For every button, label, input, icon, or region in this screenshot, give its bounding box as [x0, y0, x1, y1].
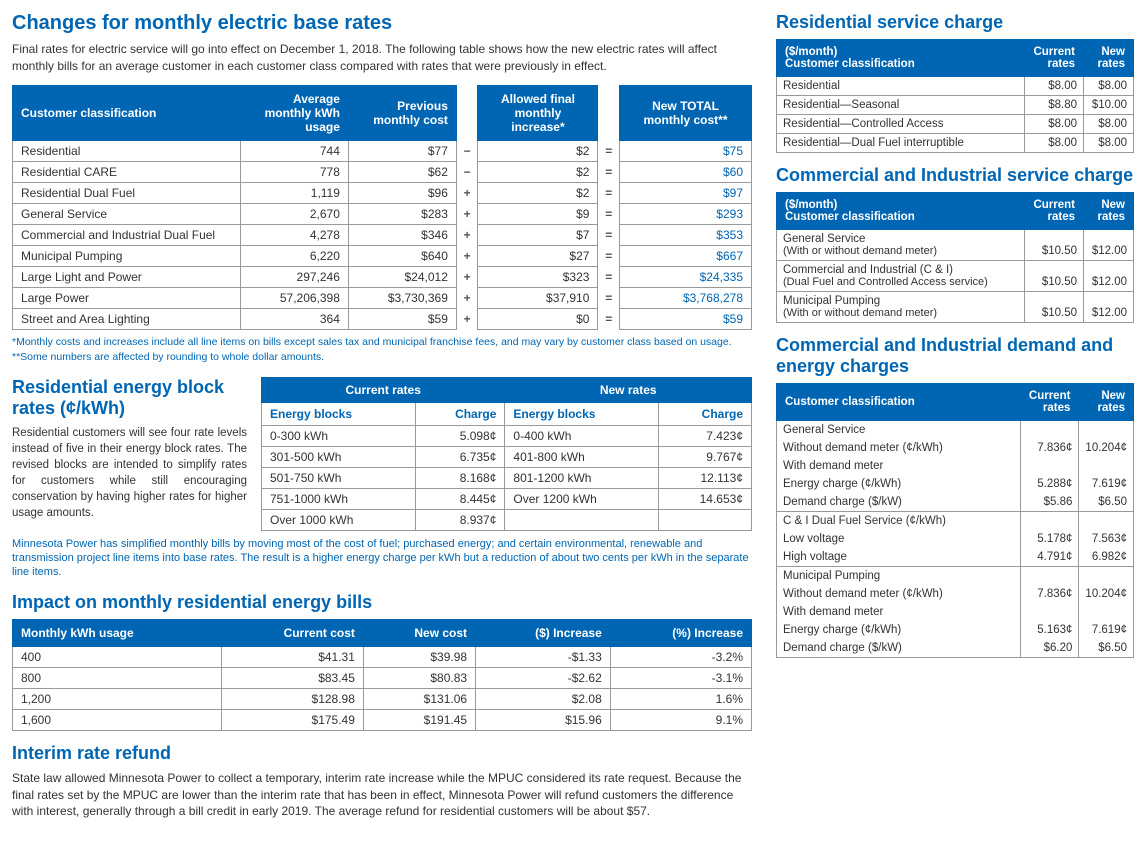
table-group-row: Municipal Pumping — [777, 567, 1134, 586]
page-container: Changes for monthly electric base rates … — [12, 12, 1134, 828]
table-row: Residential—Dual Fuel interruptible$8.00… — [777, 134, 1134, 153]
table-row: Residential744$77−$2=$75 — [13, 140, 752, 161]
table-row: Municipal Pumping(With or without demand… — [777, 292, 1134, 323]
new-rates-head: New rates — [505, 377, 752, 402]
intro-paragraph: Final rates for electric service will go… — [12, 41, 752, 75]
table-row: Residential—Controlled Access$8.00$8.00 — [777, 115, 1134, 134]
table-row: 301-500 kWh6.735¢401-800 kWh9.767¢ — [262, 446, 752, 467]
heading-block-rates: Residential energy block rates (¢/kWh) — [12, 377, 247, 419]
demand-col-class: Customer classification — [777, 384, 1021, 421]
col-current-cost: Current cost — [221, 619, 363, 646]
table-row: Low voltage5.178¢7.563¢ — [777, 530, 1134, 548]
main-rates-table: Customer classification Average monthly … — [12, 85, 752, 330]
table-row: Without demand meter (¢/kWh)7.836¢10.204… — [777, 585, 1134, 603]
demand-charges-table: Customer classification Current rates Ne… — [776, 383, 1134, 658]
block-rates-table: Current rates New rates Energy blocks Ch… — [261, 377, 752, 531]
demand-col-current: Current rates — [1020, 384, 1079, 421]
table-group-row: C & I Dual Fuel Service (¢/kWh) — [777, 512, 1134, 531]
col-avg-usage: Average monthly kWh usage — [240, 85, 348, 140]
table-row: Energy charge (¢/kWh)5.163¢7.619¢ — [777, 621, 1134, 639]
col-charge-new: Charge — [659, 402, 752, 425]
table-row: Commercial and Industrial Dual Fuel4,278… — [13, 224, 752, 245]
table-row: 400$41.31$39.98-$1.33-3.2% — [13, 646, 752, 667]
table-row: 800$83.45$80.83-$2.62-3.1% — [13, 667, 752, 688]
refund-paragraph: State law allowed Minnesota Power to col… — [12, 770, 752, 820]
table-row: With demand meter — [777, 457, 1134, 475]
ci-col-class: ($/month)Customer classification — [777, 193, 1025, 230]
right-column: Residential service charge ($/month)Cust… — [776, 12, 1134, 828]
col-increase: Allowed final monthly increase* — [478, 85, 598, 140]
table-row: 1,200$128.98$131.06$2.081.6% — [13, 688, 752, 709]
col-new-total: New TOTAL monthly cost** — [620, 85, 752, 140]
table-row: Residential$8.00$8.00 — [777, 77, 1134, 96]
table-row: 0-300 kWh5.098¢0-400 kWh7.423¢ — [262, 425, 752, 446]
ci-charge-table: ($/month)Customer classification Current… — [776, 192, 1134, 323]
footnote-2: **Some numbers are affected by rounding … — [12, 351, 752, 365]
col-new-cost: New cost — [363, 619, 475, 646]
table-row: Over 1000 kWh8.937¢ — [262, 509, 752, 530]
table-row: Residential Dual Fuel1,119$96+$2=$97 — [13, 182, 752, 203]
res-col-class: ($/month)Customer classification — [777, 40, 1025, 77]
col-charge-cur: Charge — [415, 402, 504, 425]
left-column: Changes for monthly electric base rates … — [12, 12, 752, 828]
current-rates-head: Current rates — [262, 377, 505, 402]
col-prev-cost: Previous monthly cost — [348, 85, 456, 140]
table-group-row: General Service — [777, 421, 1134, 440]
heading-ci-charge: Commercial and Industrial service charge — [776, 165, 1134, 186]
heading-impact: Impact on monthly residential energy bil… — [12, 592, 752, 613]
col-pct-increase: (%) Increase — [610, 619, 751, 646]
table-row: General Service(With or without demand m… — [777, 230, 1134, 261]
col-energy-blocks-cur: Energy blocks — [262, 402, 416, 425]
table-row: 501-750 kWh8.168¢801-1200 kWh12.113¢ — [262, 467, 752, 488]
heading-demand-charges: Commercial and Industrial demand and ene… — [776, 335, 1134, 377]
table-row: Large Light and Power297,246$24,012+$323… — [13, 266, 752, 287]
col-classification: Customer classification — [13, 85, 241, 140]
table-row: Energy charge (¢/kWh)5.288¢7.619¢ — [777, 475, 1134, 493]
impact-table: Monthly kWh usage Current cost New cost … — [12, 619, 752, 731]
col-monthly-usage: Monthly kWh usage — [13, 619, 222, 646]
table-row: With demand meter — [777, 603, 1134, 621]
table-row: Without demand meter (¢/kWh)7.836¢10.204… — [777, 439, 1134, 457]
ci-col-new: New rates — [1084, 193, 1134, 230]
block-rates-paragraph: Residential customers will see four rate… — [12, 425, 247, 522]
table-row: Demand charge ($/kW)$6.20$6.50 — [777, 639, 1134, 658]
table-row: Large Power57,206,398$3,730,369+$37,910=… — [13, 287, 752, 308]
ci-col-current: Current rates — [1025, 193, 1084, 230]
heading-changes: Changes for monthly electric base rates — [12, 12, 752, 35]
footnote-1: *Monthly costs and increases include all… — [12, 336, 752, 350]
table-row: General Service2,670$283+$9=$293 — [13, 203, 752, 224]
heading-refund: Interim rate refund — [12, 743, 752, 764]
heading-residential-charge: Residential service charge — [776, 12, 1134, 33]
table-row: 751-1000 kWh8.445¢Over 1200 kWh14.653¢ — [262, 488, 752, 509]
table-row: 1,600$175.49$191.45$15.969.1% — [13, 709, 752, 730]
demand-col-new: New rates — [1079, 384, 1134, 421]
table-row: Residential—Seasonal$8.80$10.00 — [777, 96, 1134, 115]
block-note: Minnesota Power has simplified monthly b… — [12, 537, 752, 580]
table-row: Demand charge ($/kW)$5.86$6.50 — [777, 493, 1134, 512]
res-col-new: New rates — [1084, 40, 1134, 77]
table-row: Residential CARE778$62−$2=$60 — [13, 161, 752, 182]
table-row: Street and Area Lighting364$59+$0=$59 — [13, 308, 752, 329]
residential-charge-table: ($/month)Customer classification Current… — [776, 39, 1134, 153]
table-row: Commercial and Industrial (C & I)(Dual F… — [777, 261, 1134, 292]
table-row: Municipal Pumping6,220$640+$27=$667 — [13, 245, 752, 266]
block-rates-section: Residential energy block rates (¢/kWh) R… — [12, 377, 752, 531]
res-col-current: Current rates — [1025, 40, 1084, 77]
col-dollar-increase: ($) Increase — [476, 619, 611, 646]
table-row: High voltage4.791¢6.982¢ — [777, 548, 1134, 567]
col-energy-blocks-new: Energy blocks — [505, 402, 659, 425]
